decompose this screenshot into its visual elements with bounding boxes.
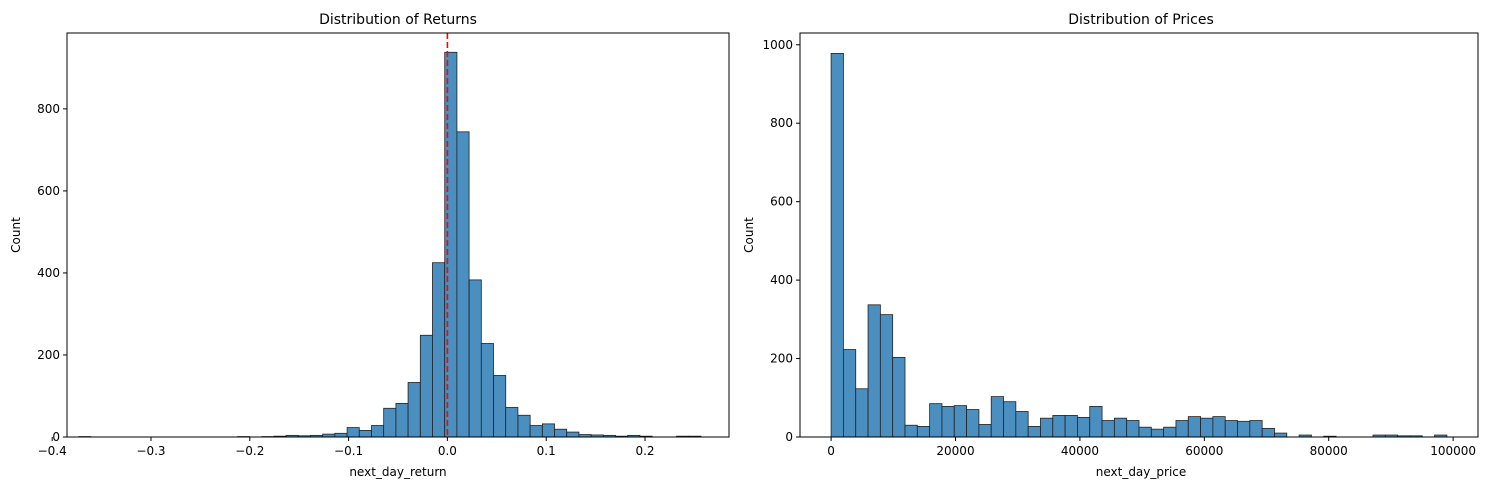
returns-bar [541, 423, 555, 438]
returns-bar [419, 334, 433, 438]
returns-bar [529, 425, 543, 438]
returns-x-tick-label: −0.2 [235, 444, 264, 458]
prices-y-tick-label: 400 [770, 273, 793, 287]
returns-bars [78, 51, 702, 438]
returns-bar [566, 431, 580, 438]
prices-bar [867, 304, 881, 438]
returns-bar [480, 343, 494, 438]
prices-bar [1261, 427, 1275, 438]
returns-bar [456, 131, 470, 438]
prices-x-ticks: 0 20000 40000 60000 80000 100000 [827, 437, 1476, 458]
prices-bar [1150, 428, 1165, 438]
prices-x-tick-label: 20000 [936, 444, 974, 458]
prices-bar [1052, 415, 1066, 438]
prices-x-tick-label: 80000 [1310, 444, 1348, 458]
returns-y-tick-label: 800 [37, 102, 60, 116]
prices-bar [1237, 420, 1251, 438]
prices-y-tick-label: 1000 [762, 38, 793, 52]
returns-plot-frame [66, 32, 730, 438]
prices-bar [1003, 401, 1017, 438]
prices-bar [904, 424, 918, 438]
prices-x-tick-label: 100000 [1430, 444, 1476, 458]
prices-plot-frame [799, 32, 1479, 438]
prices-bar [1187, 416, 1201, 438]
prices-bar [929, 403, 943, 438]
prices-bar [978, 424, 992, 438]
returns-x-ticks: −0.4 −0.3 −0.2 −0.1 0.0 0.1 0.2 [38, 437, 655, 458]
returns-bar [505, 407, 519, 438]
prices-x-tick-label: 0 [827, 444, 835, 458]
returns-y-axis-title: Count [9, 217, 23, 253]
prices-histogram: Distribution of Prices 0 20000 40000 60000 8… [742, 12, 1479, 479]
prices-bar [1101, 420, 1115, 438]
prices-bar [1249, 420, 1263, 438]
prices-x-axis-title: next_day_price [1096, 465, 1187, 479]
returns-bar [407, 382, 421, 438]
prices-y-tick-label: 0 [785, 430, 793, 444]
prices-bar [941, 406, 955, 438]
prices-bar [1175, 420, 1189, 438]
prices-y-tick-label: 800 [770, 116, 793, 130]
returns-bar [358, 430, 372, 438]
returns-bar [395, 402, 409, 438]
prices-bar [1200, 417, 1214, 438]
returns-bar [493, 375, 507, 438]
returns-bar [554, 428, 568, 438]
returns-x-tick-label: −0.1 [334, 444, 363, 458]
returns-y-tick-label: 200 [37, 348, 60, 362]
prices-bar [1077, 416, 1091, 438]
prices-bar [1015, 411, 1029, 438]
prices-bar [1027, 426, 1041, 438]
prices-bar [1212, 416, 1226, 438]
prices-bar [892, 356, 906, 438]
prices-bar [1126, 420, 1140, 438]
prices-bar [879, 314, 894, 438]
returns-bar [468, 279, 482, 438]
returns-bar [444, 51, 458, 438]
returns-bar [383, 407, 397, 438]
returns-x-tick-label: 0.2 [635, 444, 654, 458]
returns-x-tick-label: 0.0 [438, 444, 457, 458]
prices-chart-title: Distribution of Prices [1068, 12, 1214, 28]
prices-x-tick-label: 60000 [1185, 444, 1223, 458]
prices-bar [830, 53, 844, 438]
prices-bar [1274, 432, 1288, 438]
prices-bar [1163, 426, 1177, 438]
prices-bar [1040, 417, 1054, 438]
prices-bar [1089, 406, 1103, 438]
prices-bar [1113, 417, 1128, 438]
prices-bar [953, 405, 967, 438]
returns-y-tick-label: 600 [37, 184, 60, 198]
returns-bar [334, 432, 348, 438]
returns-y-tick-label: 400 [37, 266, 60, 280]
prices-y-tick-label: 200 [770, 352, 793, 366]
returns-bar [432, 262, 446, 438]
prices-x-tick-label: 40000 [1061, 444, 1099, 458]
returns-bar [517, 414, 531, 438]
prices-bar [855, 388, 869, 438]
prices-bar [916, 426, 931, 438]
prices-bar [1224, 420, 1238, 438]
returns-x-tick-label: −0.4 [38, 444, 67, 458]
returns-x-tick-label: −0.3 [136, 444, 165, 458]
returns-y-tick-label: 0 [52, 430, 60, 444]
returns-x-axis-title: next_day_return [349, 465, 446, 479]
prices-bar [843, 349, 857, 438]
prices-y-ticks: 0 200 400 600 800 1000 [762, 38, 800, 444]
prices-bar [966, 409, 980, 438]
returns-chart-title: Distribution of Returns [319, 12, 477, 28]
prices-y-tick-label: 600 [770, 195, 793, 209]
prices-y-axis-title: Count [742, 217, 756, 253]
returns-bar [371, 425, 385, 438]
returns-y-ticks: 0 200 400 600 800 [37, 102, 67, 444]
prices-bar [990, 396, 1004, 438]
returns-histogram: Distribution of Returns −0.4 −0.3 −0.2 −0.1… [9, 12, 730, 479]
prices-bar [1138, 426, 1152, 438]
returns-x-tick-label: 0.1 [537, 444, 556, 458]
prices-bars [830, 53, 1448, 438]
prices-bar [1064, 415, 1078, 438]
returns-bar [346, 427, 360, 438]
